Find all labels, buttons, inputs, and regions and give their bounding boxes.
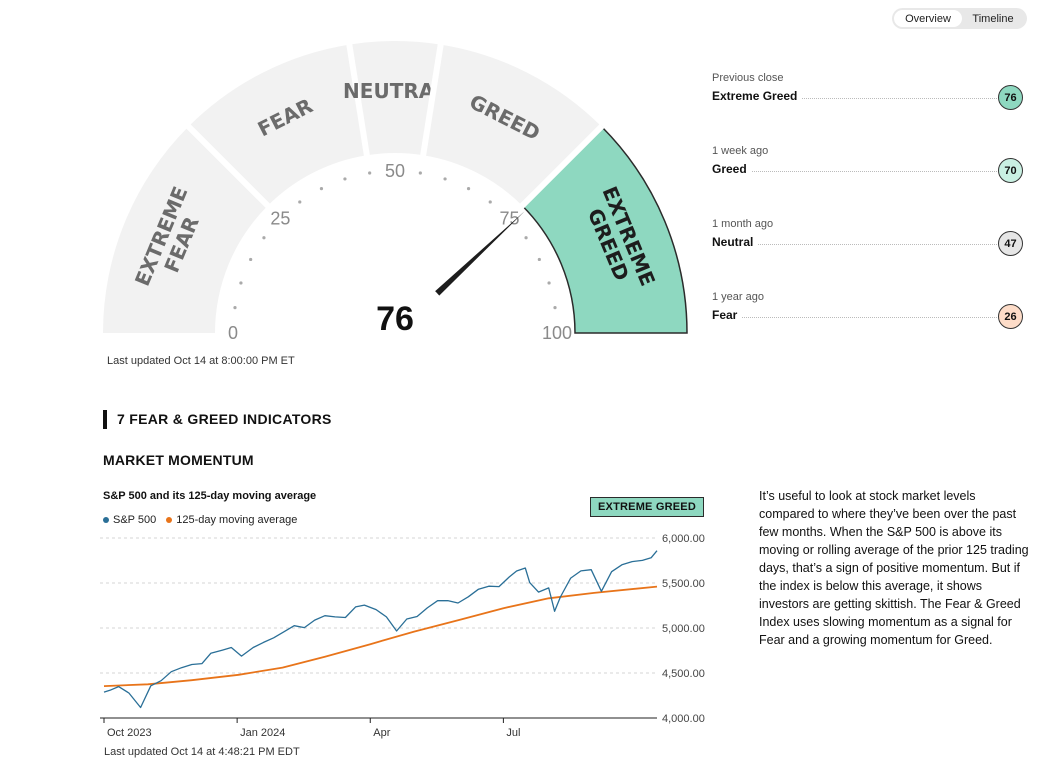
gauge-segment xyxy=(188,44,367,206)
gauge-value: 76 xyxy=(376,300,414,338)
chart-title: S&P 500 and its 125-day moving average xyxy=(103,490,317,502)
gauge-hub xyxy=(337,275,453,355)
gauge-scale-dot xyxy=(298,200,302,204)
history-when: 1 week ago xyxy=(712,145,769,157)
gauge-segment-divider xyxy=(346,43,370,157)
gauge-segment-divider xyxy=(185,123,271,209)
history-when: Previous close xyxy=(712,72,784,84)
legend-item-moving-average: 125-day moving average xyxy=(166,514,297,526)
legend-dot-icon xyxy=(103,517,109,523)
gauge-segment xyxy=(349,40,441,156)
legend-label: S&P 500 xyxy=(113,514,157,526)
gauge-scale-dot xyxy=(524,236,528,240)
history-1-year-ago: 1 year ago Fear 26 xyxy=(712,291,1023,333)
gauge-scale-dot xyxy=(488,200,492,204)
gauge-scale-dot xyxy=(443,177,447,181)
legend-dot-icon xyxy=(166,517,173,523)
chart-last-updated: Last updated Oct 14 at 4:48:21 PM EDT xyxy=(104,746,300,758)
indicators-section-title: 7 FEAR & GREED INDICATORS xyxy=(103,410,332,429)
y-tick-label: 4,500.00 xyxy=(662,668,705,680)
history-score-badge: 47 xyxy=(998,231,1023,256)
x-tick-label: Jan 2024 xyxy=(240,727,285,739)
gauge-scale-dot xyxy=(466,187,471,191)
gauge-scale-dot xyxy=(343,177,347,181)
gauge-scale-dot xyxy=(418,171,422,175)
moving-average-line xyxy=(103,585,658,687)
history-1-week-ago: 1 week ago Greed 70 xyxy=(712,145,1023,187)
y-tick-label: 6,000.00 xyxy=(662,533,705,545)
history-score-badge: 76 xyxy=(998,85,1023,110)
gauge-tick-label: 100 xyxy=(542,323,572,343)
view-toggle: Overview Timeline xyxy=(892,8,1027,29)
history-previous-close: Previous close Extreme Greed 76 xyxy=(712,72,1023,114)
gauge-scale-dot xyxy=(262,236,266,240)
momentum-line-chart: 4,000.00 4,500.00 5,000.00 5,500.00 6,000.00… xyxy=(100,533,705,739)
gauge-segment-divider xyxy=(420,43,444,157)
history-rating: Extreme Greed xyxy=(712,89,802,103)
gauge-segment xyxy=(103,126,268,334)
history-1-month-ago: 1 month ago Neutral 47 xyxy=(712,218,1023,260)
gauge-scale-dot xyxy=(249,257,253,262)
dotted-leader xyxy=(712,244,997,245)
gauge-tick-label: 50 xyxy=(385,161,405,181)
gauge-segment-divider xyxy=(519,123,605,209)
legend-item-sp500: S&P 500 xyxy=(103,514,156,526)
dotted-leader xyxy=(712,171,997,172)
gauge-tick-label: 75 xyxy=(500,208,520,228)
dotted-leader xyxy=(712,317,997,318)
y-tick-label: 5,000.00 xyxy=(662,623,705,635)
toggle-timeline[interactable]: Timeline xyxy=(972,12,1014,25)
legend-label: 125-day moving average xyxy=(176,514,298,526)
x-tick-label: Jul xyxy=(506,727,520,739)
gauge-segment xyxy=(521,125,688,334)
gauge-segment xyxy=(423,44,602,206)
history-score-badge: 70 xyxy=(998,158,1023,183)
toggle-overview[interactable]: Overview xyxy=(894,10,962,27)
gauge-scale-dot xyxy=(547,281,551,285)
gauge-scale-dot xyxy=(239,281,243,285)
gauge-scale-dot xyxy=(553,306,557,310)
gauge-scale-dot xyxy=(537,257,541,262)
gauge-last-updated: Last updated Oct 14 at 8:00:00 PM ET xyxy=(107,355,295,367)
history-score-badge: 26 xyxy=(998,304,1023,329)
history-when: 1 month ago xyxy=(712,218,774,230)
y-tick-label: 4,000.00 xyxy=(662,713,705,725)
history-rating: Neutral xyxy=(712,235,758,249)
gauge-tick-label: 25 xyxy=(270,208,290,228)
chart-legend: S&P 500 125-day moving average xyxy=(103,514,297,526)
gauge-scale-dot xyxy=(368,171,372,175)
history-when: 1 year ago xyxy=(712,291,764,303)
x-tick-label: Apr xyxy=(373,727,390,739)
y-tick-label: 5,500.00 xyxy=(662,578,705,590)
sp500-line xyxy=(103,550,658,709)
gauge-scale-dot xyxy=(233,306,237,310)
momentum-rating-badge: EXTREME GREED xyxy=(590,497,704,517)
gauge-tick-label: 0 xyxy=(228,323,238,343)
history-rating: Greed xyxy=(712,162,751,176)
momentum-description: It’s useful to look at stock market leve… xyxy=(759,489,1029,647)
history-rating: Fear xyxy=(712,308,742,322)
gauge-scale-dot xyxy=(319,187,324,191)
x-tick-label: Oct 2023 xyxy=(107,727,152,739)
dotted-leader xyxy=(712,98,997,99)
market-momentum-title: MARKET MOMENTUM xyxy=(103,452,254,468)
